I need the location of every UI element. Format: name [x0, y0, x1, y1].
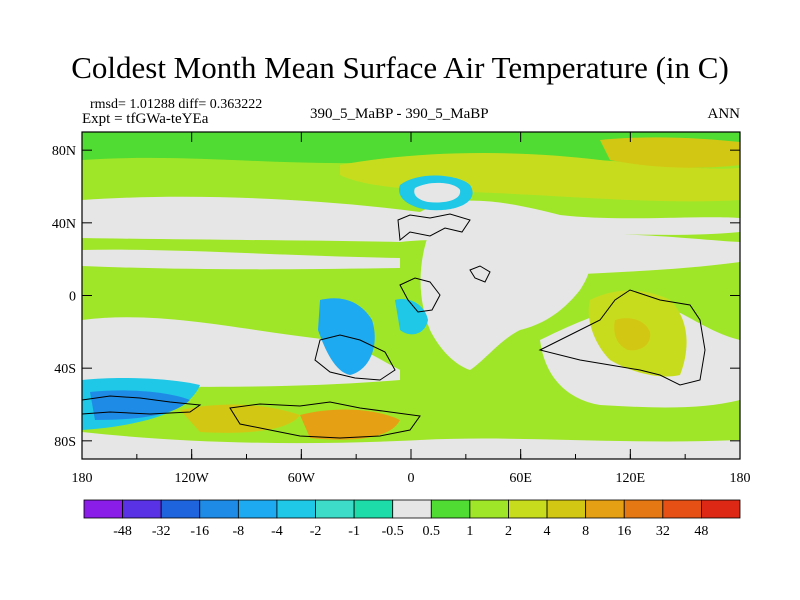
colorbar-swatch	[237, 499, 278, 519]
colorbar-label: -16	[190, 524, 209, 539]
field-warm-south-1	[180, 404, 300, 433]
y-tick-label: 80S	[54, 435, 76, 450]
colorbar-swatch	[160, 499, 201, 519]
colorbar-label: 8	[582, 524, 589, 539]
field-band-white-3	[560, 234, 740, 275]
chart-title: Coldest Month Mean Surface Air Temperatu…	[71, 50, 729, 85]
field-land-australia-core	[614, 318, 651, 351]
colorbar-swatch	[430, 499, 471, 519]
field-antarctic	[82, 432, 740, 459]
colorbar-swatch	[623, 499, 664, 519]
coastlines	[82, 213, 706, 439]
x-tick-label: 60W	[288, 471, 316, 486]
colorbar-label: -8	[233, 524, 245, 539]
x-axis: 180 120W 60W 0 60E 120E 180	[72, 132, 751, 486]
colorbar-swatch	[315, 499, 355, 519]
y-tick-label: 0	[69, 290, 76, 305]
colorbar-swatch	[469, 499, 509, 519]
colorbar-swatch	[585, 499, 625, 519]
colorbar-swatch	[353, 499, 394, 519]
x-tick-label: 120W	[175, 471, 210, 486]
colorbar-swatch	[508, 499, 548, 519]
colorbar-label: 0.5	[423, 524, 441, 539]
colorbar-swatch	[662, 499, 702, 519]
colorbar-label: 4	[544, 524, 551, 539]
y-axis: 80N 40N 0 40S 80S	[52, 144, 740, 450]
x-tick-label: 180	[72, 471, 93, 486]
colorbar-swatch	[199, 499, 239, 519]
colorbar-label: 1	[466, 524, 473, 539]
field-land-africa	[420, 219, 591, 370]
field-band-white-2	[82, 249, 400, 270]
x-tick-label: 180	[730, 471, 751, 486]
colorbar-label: -4	[271, 524, 283, 539]
colorbar-label: 48	[694, 524, 708, 539]
x-tick-label: 120E	[616, 471, 646, 486]
colorbar-label: 2	[505, 524, 512, 539]
colorbar-swatch	[701, 499, 741, 519]
field-band-north	[82, 132, 740, 164]
colorbar-swatch	[83, 499, 123, 519]
field-band-white-1	[82, 196, 740, 242]
field-band-warm-2	[600, 137, 740, 168]
colorbar-swatch	[392, 499, 432, 519]
field-band-south-white	[82, 317, 400, 387]
colorbar-label: -48	[113, 524, 132, 539]
colorbar-label: -0.5	[382, 524, 404, 539]
colorbar-label: -1	[348, 524, 360, 539]
field-feature-north-core	[414, 182, 461, 203]
comparison-label: 390_5_MaBP - 390_5_MaBP	[310, 106, 489, 122]
colorbar: -48 -32 -16 -8 -4 -2 -1 -0.5 0.5 1 2 4 8 16 32 48	[83, 499, 741, 539]
colorbar-swatch	[546, 499, 587, 519]
y-tick-label: 40S	[54, 362, 76, 377]
colorbar-label: 32	[656, 524, 670, 539]
field-cool-2	[395, 299, 428, 335]
y-tick-label: 80N	[52, 144, 76, 159]
colorbar-swatch	[122, 499, 162, 519]
experiment-label: Expt = tfGWa-teYEa	[82, 111, 209, 127]
y-tick-label: 40N	[52, 217, 76, 232]
x-tick-label: 60E	[509, 471, 532, 486]
map-field	[82, 132, 740, 459]
stats-line: rmsd= 1.01288 diff= 0.363222	[90, 97, 263, 112]
colorbar-label: 16	[617, 524, 631, 539]
field-warm-south-2	[300, 409, 400, 440]
colorbar-swatch	[276, 499, 316, 519]
colorbar-label: -2	[310, 524, 322, 539]
x-tick-label: 0	[408, 471, 415, 486]
colorbar-label: -32	[152, 524, 171, 539]
season-label: ANN	[707, 106, 741, 122]
